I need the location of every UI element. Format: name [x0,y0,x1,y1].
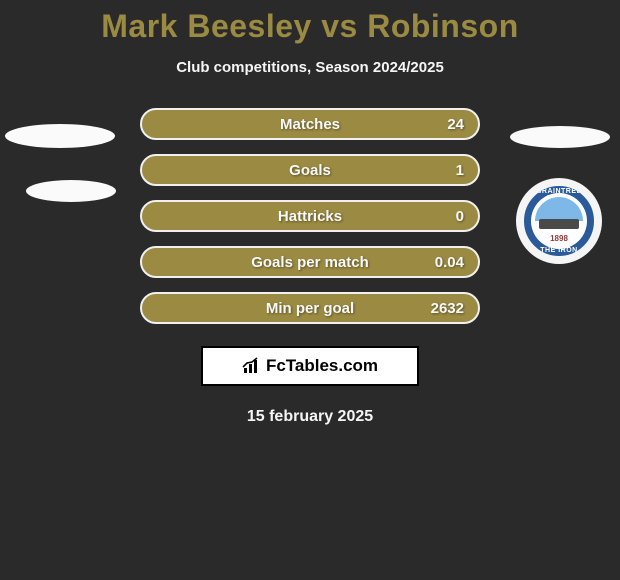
stat-label: Goals [289,162,331,179]
stat-row: Min per goal 2632 [140,292,480,324]
badge-sky-icon [535,197,583,221]
stat-value: 2632 [431,300,464,317]
stat-label: Hattricks [278,208,342,225]
stat-label: Min per goal [266,300,354,317]
club-badge: BRAINTREE TOWN 1898 THE IRON [516,178,602,264]
brand-watermark: FcTables.com [201,346,419,386]
stat-row: Hattricks 0 [140,200,480,232]
chart-icon [242,357,262,375]
badge-nickname: THE IRON [524,247,594,254]
stat-value: 0 [456,208,464,225]
brand-prefix: Fc [266,356,286,375]
stat-value: 24 [447,116,464,133]
snapshot-date: 15 february 2025 [0,408,620,426]
stat-label: Goals per match [251,254,369,271]
club-logo-placeholder [26,180,116,202]
brand-suffix: Tables.com [286,356,378,375]
stat-row: Goals per match 0.04 [140,246,480,278]
stats-list: Matches 24 Goals 1 Hattricks 0 Goals per… [70,108,550,324]
badge-bridge-icon [539,219,579,229]
season-subtitle: Club competitions, Season 2024/2025 [0,59,620,76]
player-photo-placeholder [510,126,610,148]
stat-row: Goals 1 [140,154,480,186]
badge-inner: 1898 [531,193,587,249]
stat-row: Matches 24 [140,108,480,140]
stat-value: 0.04 [435,254,464,271]
brand-text: FcTables.com [266,356,378,376]
stat-label: Matches [280,116,340,133]
badge-year: 1898 [550,234,568,243]
stat-value: 1 [456,162,464,179]
page-title: Mark Beesley vs Robinson [0,8,620,45]
player-photo-placeholder [5,124,115,148]
